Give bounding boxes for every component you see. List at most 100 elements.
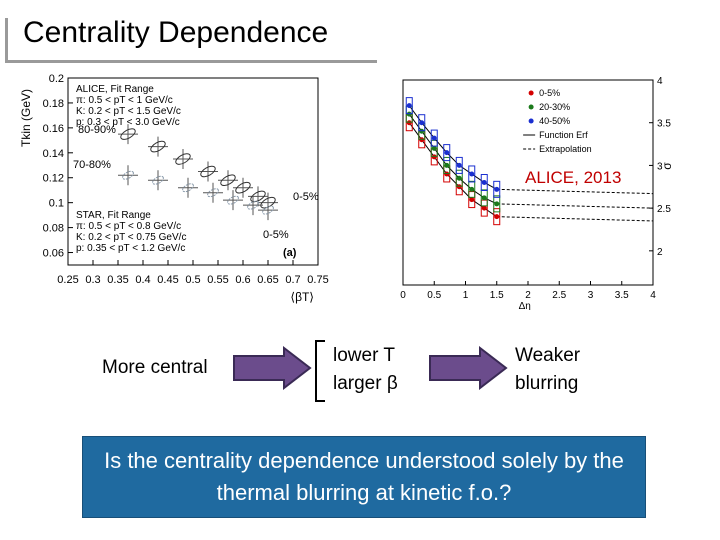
title-area: Centrality Dependence <box>5 10 377 63</box>
data-point <box>175 153 191 165</box>
extrapolation-line <box>496 188 654 195</box>
y-tick-label: 4 <box>657 76 663 87</box>
y-tick-label: 0.18 <box>43 98 64 110</box>
y-tick-label: 0.06 <box>43 248 64 260</box>
x-tick-label: 4 <box>650 290 656 301</box>
data-point <box>150 140 166 153</box>
systematic-box <box>468 165 476 183</box>
legend-marker <box>528 90 534 96</box>
data-point <box>456 184 462 190</box>
x-tick-label: 1.5 <box>490 290 504 301</box>
systematic-box <box>468 180 476 198</box>
systematic-box <box>443 156 451 174</box>
x-tick-label: 0.75 <box>307 274 328 286</box>
y-tick-label: 3 <box>657 161 663 172</box>
data-point <box>419 120 425 126</box>
x-tick-label: 0.25 <box>57 274 78 286</box>
series-line <box>408 105 497 190</box>
systematic-box <box>443 144 451 162</box>
x-tick-label: 0.65 <box>257 274 278 286</box>
x-tick-label: 0.55 <box>207 274 228 286</box>
legend-entry: 40-50% <box>539 116 570 126</box>
title-accent-bar <box>5 18 8 62</box>
x-tick-label: 0 <box>400 290 406 301</box>
alice-2013-label: ALICE, 2013 <box>525 168 622 187</box>
question-text: Is the centrality dependence understood … <box>104 448 624 505</box>
legend-entry: Function Erf <box>539 130 588 140</box>
legend-alice-entry: K: 0.2 < pT < 1.5 GeV/c <box>76 106 181 117</box>
more-central-text: More central <box>102 357 208 378</box>
systematic-box <box>405 97 413 115</box>
data-point <box>456 175 462 181</box>
data-point <box>456 162 462 168</box>
systematic-box <box>455 169 463 187</box>
lower-t-line: lower T <box>333 345 395 366</box>
legend-marker <box>528 118 534 124</box>
data-point <box>431 135 437 141</box>
y-tick-label: 0.12 <box>43 173 64 185</box>
data-point <box>227 195 239 205</box>
x-tick-label: 2.5 <box>552 290 566 301</box>
systematic-box <box>493 208 501 226</box>
data-point <box>494 201 500 207</box>
blurring-line: blurring <box>515 373 579 394</box>
systematic-box <box>455 156 463 174</box>
x-tick-label: 0.4 <box>135 274 150 286</box>
y-tick-label: 2.5 <box>657 204 671 215</box>
legend-star-entry: K: 0.2 < pT < 0.75 GeV/c <box>76 232 186 243</box>
systematic-box <box>480 189 488 207</box>
data-point <box>120 128 136 140</box>
y-tick-label: 3.5 <box>657 119 671 130</box>
x-tick-label: 2 <box>525 290 531 301</box>
slide-title: Centrality Dependence <box>23 16 329 49</box>
arrow-right-icon <box>233 346 312 390</box>
data-point <box>406 120 412 126</box>
data-point <box>406 103 412 109</box>
legend-alice-entry: p: 0.3 < pT < 3.0 GeV/c <box>76 117 180 128</box>
legend-alice-entry: ALICE, Fit Range <box>76 84 154 95</box>
data-point <box>431 145 437 151</box>
chart-annotation: 70-80% <box>73 159 111 171</box>
data-point <box>494 214 500 220</box>
tkin-vs-beta-chart: 0.25 0.3 0.35 0.4 0.45 0.5 0.55 0.6 0.65 0.7 0.75 0… <box>18 70 378 310</box>
arrow-right-icon-2 <box>429 346 508 390</box>
lower-t-larger-beta-text: lower T larger β <box>333 342 398 398</box>
data-point <box>122 170 134 180</box>
data-point <box>182 183 194 193</box>
extrapolation-line <box>496 216 654 222</box>
sigma-vs-deta-chart: 0 0.5 1 1.5 2 2.5 3 3.5 4 2 2.5 3 3.5 4 Δη σ 0-5% 20-30% 4… <box>383 75 678 310</box>
y-tick-label: 2 <box>657 247 663 258</box>
x-tick-label: 3 <box>588 290 594 301</box>
y-tick-label: 0.14 <box>43 148 64 160</box>
series-line <box>408 113 497 205</box>
systematic-box <box>493 195 501 213</box>
data-point <box>220 174 236 187</box>
data-point <box>444 171 450 177</box>
data-point <box>431 154 437 160</box>
x-tick-label: 0.45 <box>157 274 178 286</box>
data-point <box>247 200 259 210</box>
question-box: Is the centrality dependence understood … <box>83 437 645 517</box>
x-tick-label: 0.5 <box>427 290 441 301</box>
systematic-box <box>418 114 426 132</box>
x-axis-label: ⟨βT⟩ <box>290 290 314 304</box>
legend-entry: 20-30% <box>539 102 570 112</box>
weaker-line: Weaker <box>515 345 581 366</box>
y-tick-label: 0.08 <box>43 223 64 235</box>
data-point <box>200 165 216 178</box>
data-point <box>444 162 450 168</box>
data-point <box>494 186 500 192</box>
data-point <box>481 195 487 201</box>
y-tick-label: 0.16 <box>43 123 64 135</box>
x-tick-label: 0.7 <box>285 274 300 286</box>
chart-annotation: 0-5% <box>293 191 319 203</box>
x-tick-label: 3.5 <box>615 290 629 301</box>
data-point <box>469 197 475 203</box>
x-axis-label: Δη <box>519 301 531 310</box>
larger-beta-line: larger β <box>333 373 398 394</box>
data-point <box>207 188 219 198</box>
data-point <box>152 175 164 185</box>
y-axis-label: Tkin (GeV) <box>19 89 33 147</box>
legend-star-entry: p: 0.35 < pT < 1.2 GeV/c <box>76 243 185 254</box>
x-tick-label: 0.5 <box>185 274 200 286</box>
